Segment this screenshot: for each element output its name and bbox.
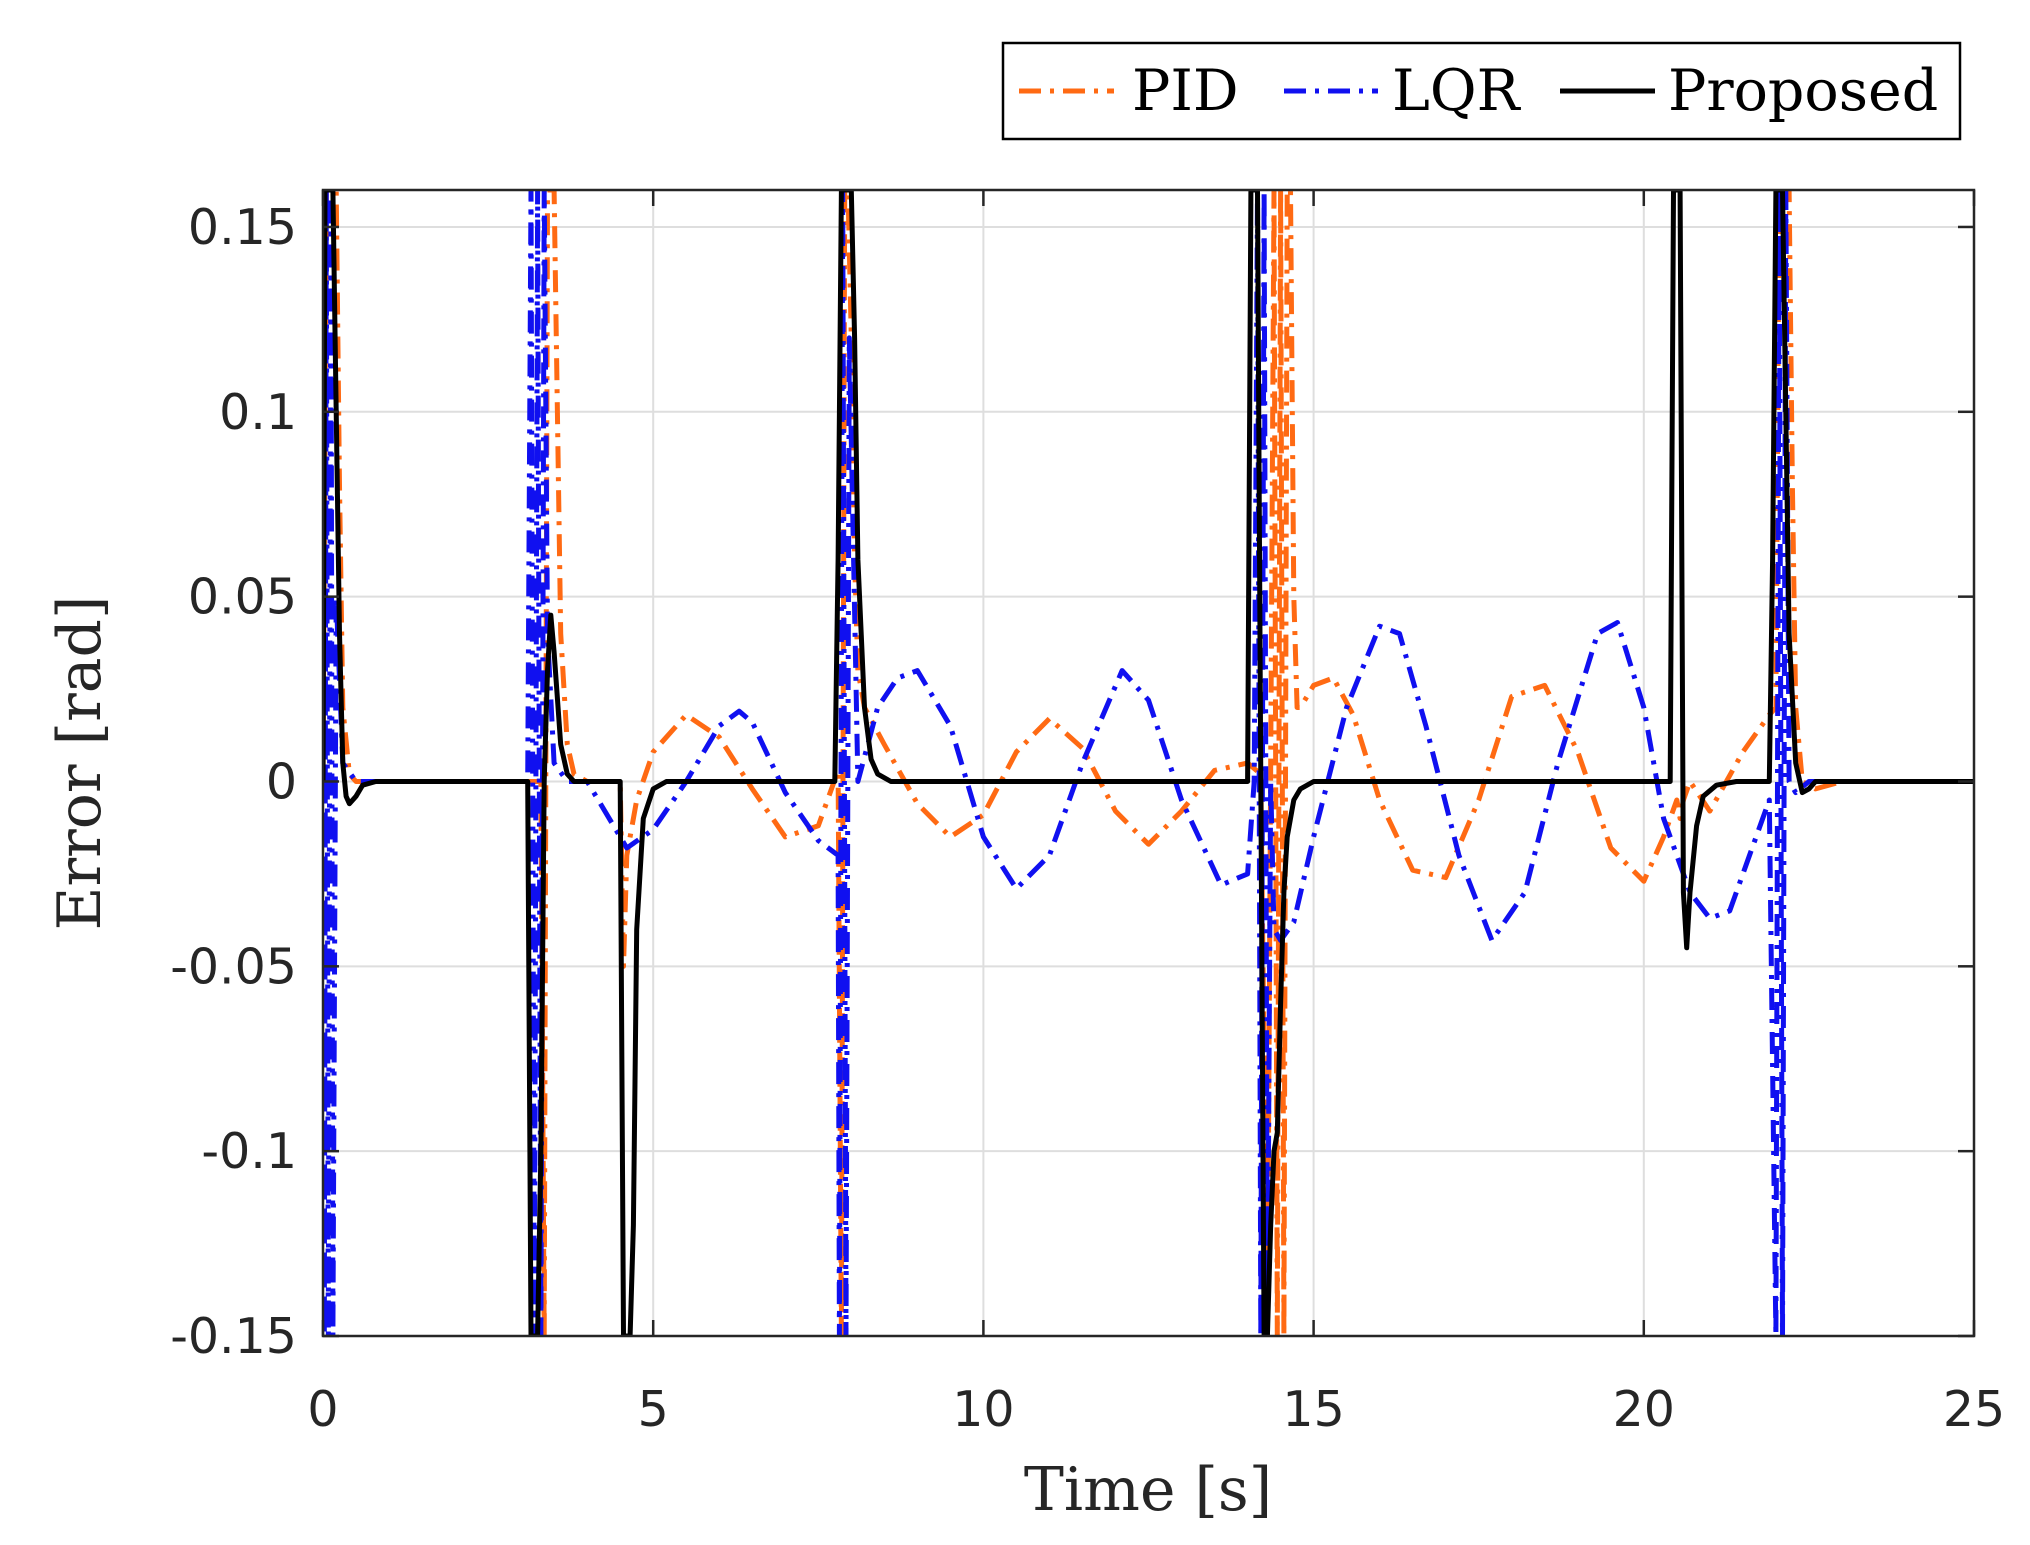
x-tick-label: 25 <box>1943 1381 2005 1438</box>
y-tick-label: 0.05 <box>188 569 297 626</box>
x-axis-title: Time [s] <box>1024 1455 1272 1525</box>
x-tick-label: 5 <box>638 1381 669 1438</box>
axis-ticks <box>321 190 1976 1338</box>
legend-label-proposed: Proposed <box>1668 58 1938 124</box>
x-tick-label: 15 <box>1282 1381 1344 1438</box>
series-line-proposed <box>323 190 1974 1336</box>
x-tick-label: 20 <box>1613 1381 1675 1438</box>
y-tick-label: -0.1 <box>201 1123 297 1180</box>
y-axis-title: Error [rad] <box>45 596 115 931</box>
y-tick-label: -0.15 <box>170 1308 297 1365</box>
x-tick-label: 10 <box>952 1381 1014 1438</box>
y-tick-label: 0.15 <box>188 199 297 256</box>
y-tick-label: -0.05 <box>170 938 297 995</box>
legend-label-pid: PID <box>1132 58 1239 124</box>
series-group <box>323 190 1974 1336</box>
axis-tick-labels: 0 5 10 15 20 25 -0.15 -0.1 -0.05 0 0.05 0.1 0.15 <box>170 199 2005 1438</box>
plot-background <box>323 190 1974 1336</box>
legend-label-lqr: LQR <box>1392 58 1522 124</box>
legend: PID LQR Proposed <box>1001 41 1962 141</box>
plot-frame <box>321 188 1976 1338</box>
y-tick-label: 0 <box>266 753 297 810</box>
legend-box <box>1001 41 1962 141</box>
y-tick-label: 0.1 <box>219 384 297 441</box>
x-tick-label: 0 <box>307 1381 338 1438</box>
